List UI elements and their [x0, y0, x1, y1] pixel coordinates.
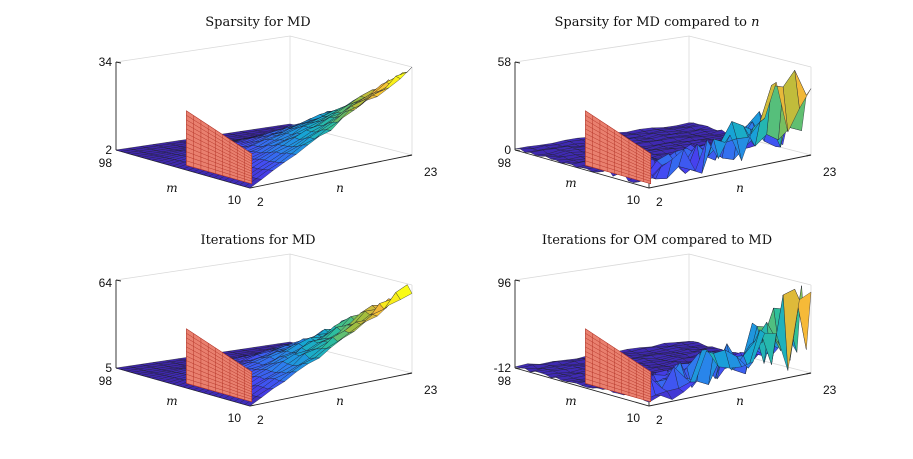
- cut-plane: [585, 110, 652, 185]
- z-tick-bottom: 0: [504, 143, 511, 157]
- cut-plane: [585, 328, 652, 403]
- z-tick-bottom: -12: [494, 361, 512, 375]
- cut-plane-grid: [585, 333, 651, 400]
- panel-iterations-om-vs-md: Iterations for OM compared to MD 96 -12 …: [494, 233, 837, 427]
- y-tick-near: 10: [228, 193, 242, 207]
- cut-plane: [186, 328, 253, 403]
- surface: [514, 70, 812, 183]
- x-tick-right: 23: [823, 165, 837, 179]
- z-tick-bottom: 2: [105, 143, 112, 157]
- x-axis-label: n: [336, 394, 344, 408]
- cut-plane-grid: [186, 333, 252, 400]
- y-axis-label: m: [565, 394, 576, 408]
- cut-plane-grid: [186, 115, 252, 182]
- x-tick-right: 23: [424, 165, 438, 179]
- x-axis-label: n: [736, 181, 744, 195]
- z-tick-top: 64: [99, 276, 113, 290]
- y-tick-near: 10: [627, 193, 641, 207]
- y-axis-label: m: [565, 176, 576, 190]
- panel-sparsity-md-vs-n: Sparsity for MD compared to n 58 0 98 10…: [498, 15, 837, 209]
- y-tick-far: 98: [498, 374, 512, 388]
- panel-iterations-md: Iterations for MD 64 5 98 10 2 23 m n: [99, 233, 438, 427]
- x-axis-label: n: [336, 181, 344, 195]
- surface: [514, 285, 812, 403]
- x-axis-label: n: [736, 394, 744, 408]
- z-ticks: [514, 61, 521, 152]
- z-tick-top: 96: [498, 276, 512, 290]
- panel-title: Iterations for OM compared to MD: [542, 233, 772, 248]
- z-tick-top: 58: [498, 55, 512, 69]
- panel-title: Sparsity for MD compared to n: [555, 15, 760, 30]
- z-ticks: [115, 61, 122, 152]
- panel-title: Sparsity for MD: [205, 15, 310, 30]
- y-tick-near: 10: [228, 411, 242, 425]
- z-tick-top: 34: [99, 55, 113, 69]
- cut-plane: [186, 110, 253, 185]
- panel-sparsity-md: Sparsity for MD 34 2 98 10 2 23 m n: [99, 15, 438, 209]
- surface-patch: [244, 178, 262, 189]
- x-ticks: [648, 154, 812, 188]
- y-tick-far: 98: [99, 156, 113, 170]
- x-tick-left: 2: [656, 195, 663, 209]
- y-axis-label: m: [166, 181, 177, 195]
- z-ticks: [115, 279, 122, 370]
- y-tick-far: 98: [498, 156, 512, 170]
- panel-title: Iterations for MD: [200, 233, 315, 248]
- x-tick-left: 2: [257, 195, 264, 209]
- x-tick-left: 2: [656, 413, 663, 427]
- y-tick-near: 10: [627, 411, 641, 425]
- y-tick-far: 98: [99, 374, 113, 388]
- surface: [115, 66, 413, 189]
- x-tick-right: 23: [424, 383, 438, 397]
- x-tick-right: 23: [823, 383, 837, 397]
- axes-box: [514, 253, 812, 407]
- surface-patch: [244, 396, 262, 407]
- z-ticks: [514, 279, 521, 370]
- surface: [115, 284, 413, 407]
- axes-box: [514, 35, 812, 189]
- z-tick-bottom: 5: [105, 361, 112, 375]
- x-tick-left: 2: [257, 413, 264, 427]
- cut-plane-grid: [585, 115, 651, 182]
- y-axis-label: m: [166, 394, 177, 408]
